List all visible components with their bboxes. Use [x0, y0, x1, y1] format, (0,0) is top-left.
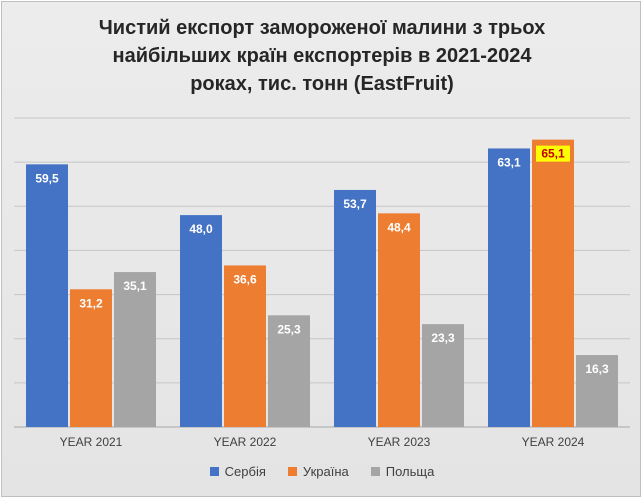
bar [224, 265, 266, 427]
bar [114, 272, 156, 427]
data-label: 16,3 [585, 362, 609, 376]
chart-legend: Сербія Україна Польща [0, 464, 644, 479]
data-label: 53,7 [343, 197, 367, 211]
data-label: 48,4 [387, 220, 411, 234]
data-label: 48,0 [189, 222, 213, 236]
bar [268, 315, 310, 427]
data-label: 35,1 [123, 279, 147, 293]
chart-title-line-3: роках, тис. тонн (EastFruit) [190, 73, 454, 95]
bar [576, 355, 618, 427]
legend-item-serbia: Сербія [209, 464, 266, 479]
legend-item-poland: Польща [370, 464, 435, 479]
highlight-label-background [536, 145, 570, 162]
bar [378, 213, 420, 427]
bar [422, 324, 464, 427]
legend-label-ukraine: Україна [302, 464, 349, 479]
data-label: 59,5 [35, 171, 59, 185]
chart-title-line-1: Чистий експорт замороженої малини з трьо… [98, 17, 546, 39]
data-label: 31,2 [79, 296, 103, 310]
x-tick-label: YEAR 2024 [522, 435, 585, 449]
legend-label-serbia: Сербія [224, 464, 266, 479]
data-label: 25,3 [277, 322, 301, 336]
legend-swatch-poland [370, 467, 380, 476]
data-label: 63,1 [497, 155, 521, 169]
x-tick-label: YEAR 2021 [60, 435, 123, 449]
bar [532, 139, 574, 427]
legend-swatch-ukraine [287, 467, 297, 476]
bar [26, 164, 68, 427]
x-tick-label: YEAR 2022 [214, 435, 277, 449]
data-label: 23,3 [431, 331, 455, 345]
x-tick-label: YEAR 2023 [368, 435, 431, 449]
bar [70, 289, 112, 427]
chart-title-line-2: найбільших країн експортерів в 2021-2024 [112, 45, 532, 67]
legend-swatch-serbia [209, 467, 219, 476]
data-label: 36,6 [233, 272, 257, 286]
bar [334, 189, 376, 427]
bar [488, 148, 530, 428]
data-label: 65,1 [541, 147, 565, 161]
chart-title: Чистий експорт замороженої малини з трьо… [0, 14, 644, 98]
bar [180, 215, 222, 427]
legend-label-poland: Польща [385, 464, 435, 479]
legend-item-ukraine: Україна [287, 464, 349, 479]
